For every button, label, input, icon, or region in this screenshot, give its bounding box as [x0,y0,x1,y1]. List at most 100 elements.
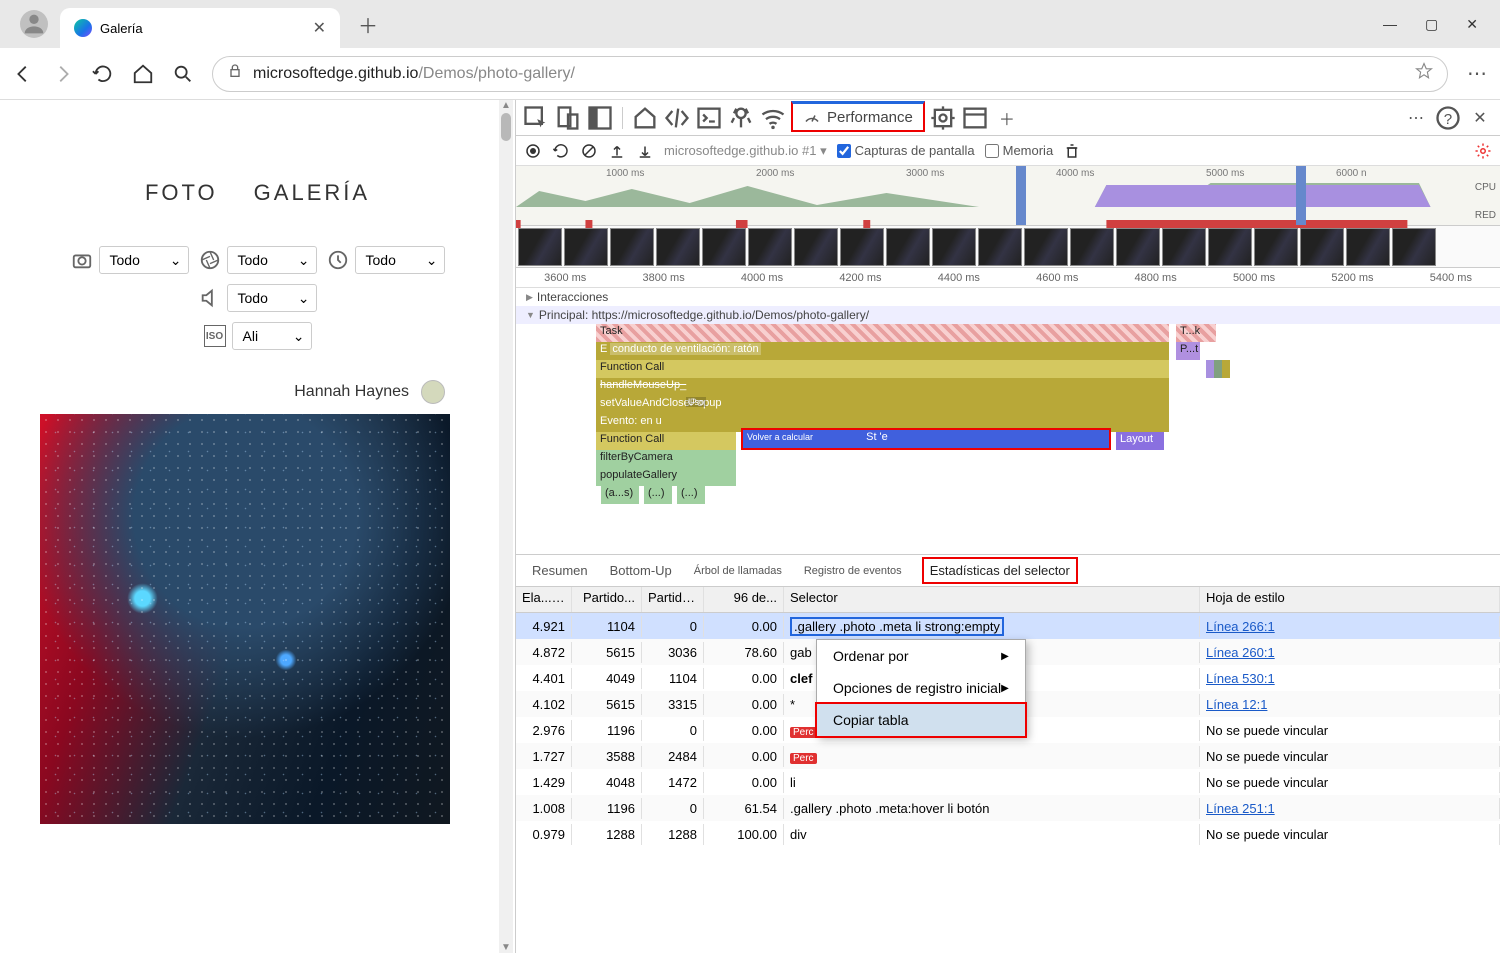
track-interactions[interactable]: Interacciones [516,288,1500,306]
frame-thumb[interactable] [978,228,1022,266]
flame-task[interactable]: Task [596,324,1169,342]
new-tab-button[interactable]: ＋ [358,10,378,39]
flame-dots2[interactable]: (...) [677,486,705,504]
flame-as[interactable]: (a...s) [601,486,639,504]
minimize-button[interactable]: — [1383,16,1397,33]
clear-button[interactable] [580,142,598,160]
flame-filter[interactable]: filterByCamera [596,450,736,468]
overview-handle-right[interactable] [1296,166,1306,225]
recording-name[interactable]: microsoftedge.github.io #1 ▾ [664,143,827,159]
search-button[interactable] [172,63,194,85]
flame-task2[interactable]: T...k [1176,324,1216,342]
filter-focal-select[interactable]: Todo⌄ [227,284,317,312]
frame-thumb[interactable] [932,228,976,266]
ctx-ordenar[interactable]: Ordenar por▶ [817,640,1025,672]
console-icon[interactable] [695,104,723,132]
welcome-icon[interactable] [631,104,659,132]
device-toggle-icon[interactable] [554,104,582,132]
col-partido1[interactable]: Partido... [572,587,642,612]
flame-recalc[interactable]: Volver a calcular St 'e [741,428,1111,450]
frame-thumb[interactable] [1208,228,1252,266]
tab-bottomup[interactable]: Bottom-Up [610,563,672,578]
reload-button[interactable] [92,63,114,85]
filter-shutter-select[interactable]: Todo⌄ [355,246,445,274]
flame-setval[interactable]: setValueAndClosePopupUso [596,396,1169,414]
site-lock-icon[interactable] [227,63,243,84]
address-bar[interactable]: microsoftedge.github.io/Demos/photo-gall… [212,56,1448,92]
tab-close-icon[interactable]: ✕ [313,18,326,38]
network-icon[interactable] [759,104,787,132]
overview-handle-left[interactable] [1016,166,1026,225]
dock-icon[interactable] [586,104,614,132]
track-main[interactable]: Principal: https://microsoftedge.github.… [516,306,1500,324]
frame-thumb[interactable] [748,228,792,266]
flame-bar[interactable] [1214,360,1222,378]
flame-bar[interactable] [1206,360,1214,378]
gallery-scrollbar[interactable]: ▲ ▼ [499,100,513,953]
stats-row[interactable]: 1.0081196061.54.gallery .photo .meta:hov… [516,795,1500,821]
stats-row[interactable]: 4.921110400.00.gallery .photo .meta li s… [516,613,1500,639]
flame-chart[interactable]: Task T...k E conducto de ventilación: ra… [516,324,1500,554]
download-button[interactable] [636,142,654,160]
reload-record-button[interactable] [552,142,570,160]
col-elapsed[interactable]: Ela... ▼ [516,587,572,612]
close-devtools-icon[interactable]: ✕ [1466,104,1494,132]
flame-dots1[interactable]: (...) [644,486,672,504]
perf-settings-button[interactable] [1474,142,1492,160]
frame-thumb[interactable] [518,228,562,266]
stats-row[interactable]: 1.429404814720.00liNo se puede vincular [516,769,1500,795]
tab-arbol[interactable]: Árbol de llamadas [694,565,782,577]
tab-resumen[interactable]: Resumen [532,563,588,578]
frame-thumb[interactable] [794,228,838,266]
back-button[interactable] [12,63,34,85]
record-button[interactable] [524,142,542,160]
memory-checkbox[interactable]: Memoria [985,143,1054,158]
stats-row[interactable]: 1.727358824840.00PercNo se puede vincula… [516,743,1500,769]
favorite-star-icon[interactable] [1415,62,1433,85]
frame-thumb[interactable] [1346,228,1390,266]
flame-bar[interactable] [1222,360,1230,378]
flame-fcall[interactable]: Function Call [596,360,1169,378]
filter-camera-select[interactable]: Todo⌄ [99,246,189,274]
frame-thumb[interactable] [702,228,746,266]
close-window-button[interactable]: ✕ [1466,16,1478,33]
screenshots-checkbox[interactable]: Capturas de pantalla [837,143,975,158]
memory-icon[interactable] [929,104,957,132]
flame-handle[interactable]: handleMouseUp_ [596,378,1169,396]
frame-thumb[interactable] [1024,228,1068,266]
gc-button[interactable] [1063,142,1081,160]
stats-row[interactable]: 0.97912881288100.00divNo se puede vincul… [516,821,1500,847]
performance-tab[interactable]: Performance [791,101,925,132]
filter-iso-select[interactable]: Ali⌄ [232,322,312,350]
col-selector[interactable]: Selector [784,587,1200,612]
filter-aperture-select[interactable]: Todo⌄ [227,246,317,274]
author-avatar[interactable] [421,380,445,404]
tab-selector-stats[interactable]: Estadísticas del selector [924,559,1076,582]
frame-thumb[interactable] [1162,228,1206,266]
menu-button[interactable]: ⋯ [1466,63,1488,85]
ctx-copiar-tabla[interactable]: Copiar tabla [817,704,1025,736]
upload-button[interactable] [608,142,626,160]
frame-thumb[interactable] [564,228,608,266]
flame-fcall2[interactable]: Function Call [596,432,736,450]
frame-thumb[interactable] [886,228,930,266]
frame-thumb[interactable] [1070,228,1114,266]
gallery-photo[interactable] [40,414,450,824]
frame-thumb[interactable] [656,228,700,266]
tab-registro[interactable]: Registro de eventos [804,565,902,577]
forward-button[interactable] [52,63,74,85]
col-96de[interactable]: 96 de... [704,587,784,612]
frame-thumb[interactable] [1254,228,1298,266]
frames-strip[interactable] [516,226,1500,268]
application-icon[interactable] [961,104,989,132]
flame-event[interactable]: E conducto de ventilación: ratón [596,342,1169,360]
flame-pt[interactable]: P...t [1176,342,1200,360]
frame-thumb[interactable] [1300,228,1344,266]
inspect-icon[interactable] [522,104,550,132]
ctx-opciones[interactable]: Opciones de registro inicial▶ [817,672,1025,704]
frame-thumb[interactable] [840,228,884,266]
col-partido2[interactable]: Partido... [642,587,704,612]
frame-thumb[interactable] [1392,228,1436,266]
flame-layout[interactable]: Layout [1116,432,1164,450]
browser-tab[interactable]: Galería ✕ [60,8,340,48]
